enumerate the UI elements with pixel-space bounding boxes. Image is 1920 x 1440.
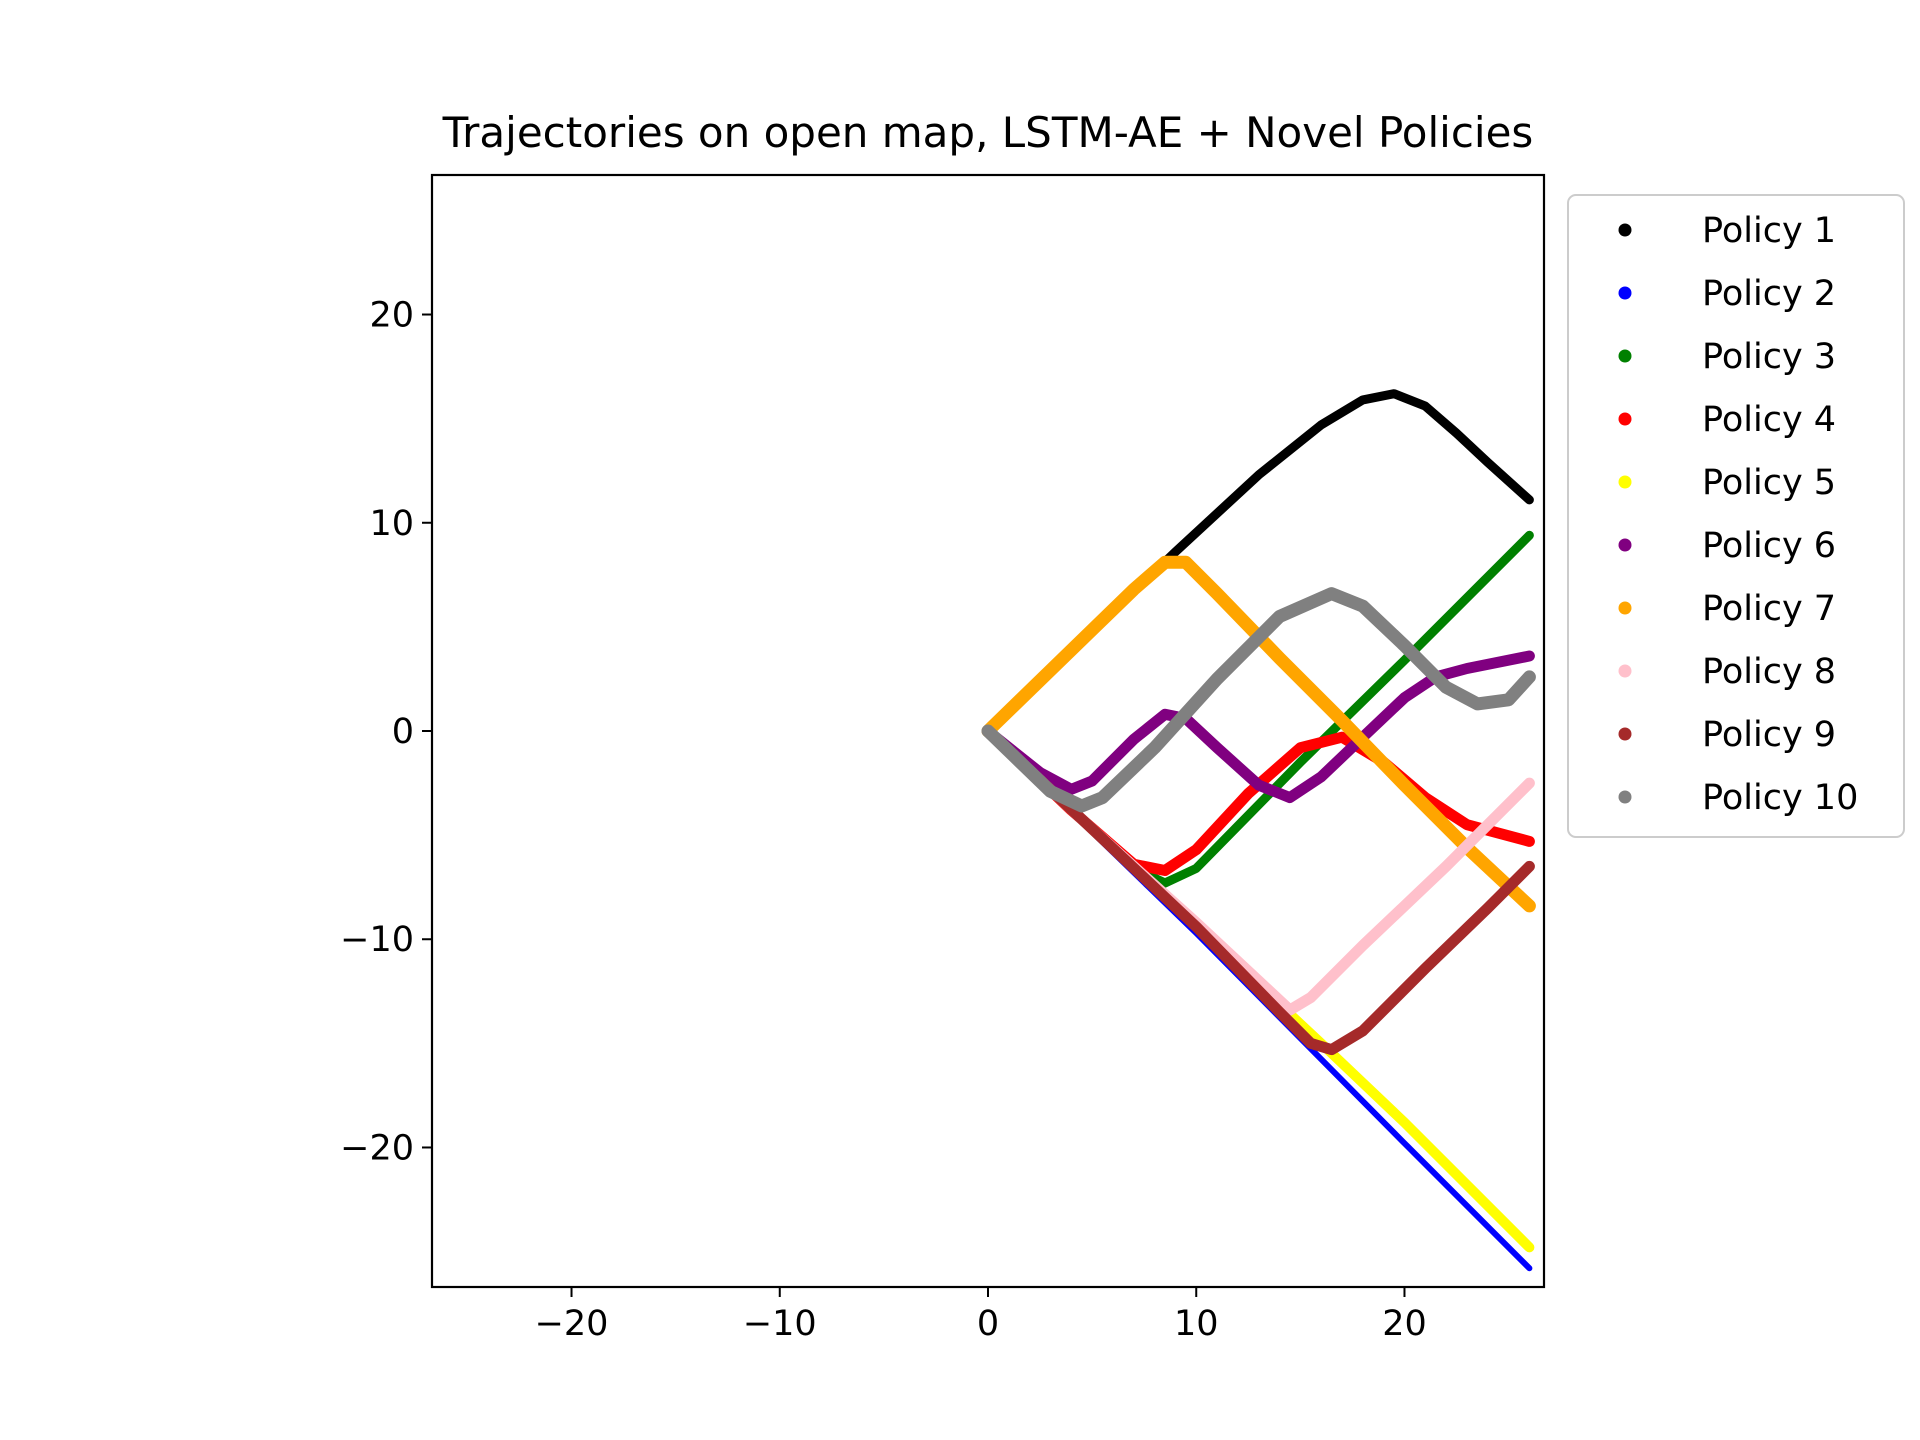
legend-label: Policy 10 bbox=[1702, 778, 1858, 818]
legend-label: Policy 3 bbox=[1702, 337, 1836, 377]
x-tick-label: −10 bbox=[743, 1304, 817, 1344]
legend-item-policy-2: Policy 2 bbox=[1618, 274, 1836, 314]
legend-label: Policy 9 bbox=[1702, 715, 1836, 755]
legend-label: Policy 7 bbox=[1702, 589, 1836, 629]
y-tick-label: 10 bbox=[369, 504, 414, 544]
legend-label: Policy 2 bbox=[1702, 274, 1836, 314]
x-tick-label: 20 bbox=[1382, 1304, 1427, 1344]
y-tick-label: 0 bbox=[392, 712, 414, 752]
legend-item-policy-3: Policy 3 bbox=[1618, 337, 1836, 377]
legend-label: Policy 6 bbox=[1702, 526, 1836, 566]
legend-label: Policy 5 bbox=[1702, 463, 1836, 503]
legend-frame bbox=[1567, 194, 1905, 838]
legend: Policy 1 Policy 2 Policy 3 Policy 4 Policy 5… bbox=[1567, 194, 1905, 838]
y-axis: −20 −10 0 10 20 bbox=[340, 296, 432, 1168]
legend-item-policy-9: Policy 9 bbox=[1618, 715, 1836, 755]
y-tick-label: 20 bbox=[369, 296, 414, 336]
series-policy-6 bbox=[982, 650, 1535, 804]
series-policy-10 bbox=[981, 587, 1536, 813]
legend-item-policy-7: Policy 7 bbox=[1618, 589, 1836, 629]
series-policy-9 bbox=[982, 725, 1535, 1056]
legend-marker bbox=[1618, 538, 1632, 552]
legend-item-policy-1: Policy 1 bbox=[1618, 211, 1836, 251]
legend-item-policy-6: Policy 6 bbox=[1618, 526, 1836, 566]
y-tick-label: −20 bbox=[340, 1128, 414, 1168]
legend-label: Policy 1 bbox=[1702, 211, 1836, 251]
x-tick-label: −20 bbox=[535, 1304, 609, 1344]
legend-marker bbox=[1618, 601, 1632, 615]
series-layer bbox=[981, 389, 1536, 1272]
x-tick-label: 10 bbox=[1174, 1304, 1219, 1344]
legend-marker bbox=[1618, 223, 1632, 237]
legend-item-policy-10: Policy 10 bbox=[1618, 778, 1858, 818]
legend-item-policy-5: Policy 5 bbox=[1618, 463, 1836, 503]
legend-marker bbox=[1618, 286, 1632, 300]
legend-label: Policy 4 bbox=[1702, 400, 1836, 440]
chart-title: Trajectories on open map, LSTM-AE + Nove… bbox=[442, 108, 1534, 157]
legend-marker bbox=[1618, 664, 1632, 678]
legend-marker bbox=[1618, 790, 1632, 804]
legend-marker bbox=[1618, 349, 1632, 363]
x-tick-label: 0 bbox=[977, 1304, 999, 1344]
x-axis: −20 −10 0 10 20 bbox=[535, 1287, 1427, 1344]
series-policy-7 bbox=[981, 555, 1536, 913]
legend-item-policy-8: Policy 8 bbox=[1618, 652, 1836, 692]
legend-item-policy-4: Policy 4 bbox=[1618, 400, 1836, 440]
legend-marker bbox=[1618, 727, 1632, 741]
series-policy-1 bbox=[983, 389, 1534, 736]
legend-marker bbox=[1618, 412, 1632, 426]
legend-label: Policy 8 bbox=[1702, 652, 1836, 692]
y-tick-label: −10 bbox=[340, 920, 414, 960]
legend-marker bbox=[1618, 475, 1632, 489]
